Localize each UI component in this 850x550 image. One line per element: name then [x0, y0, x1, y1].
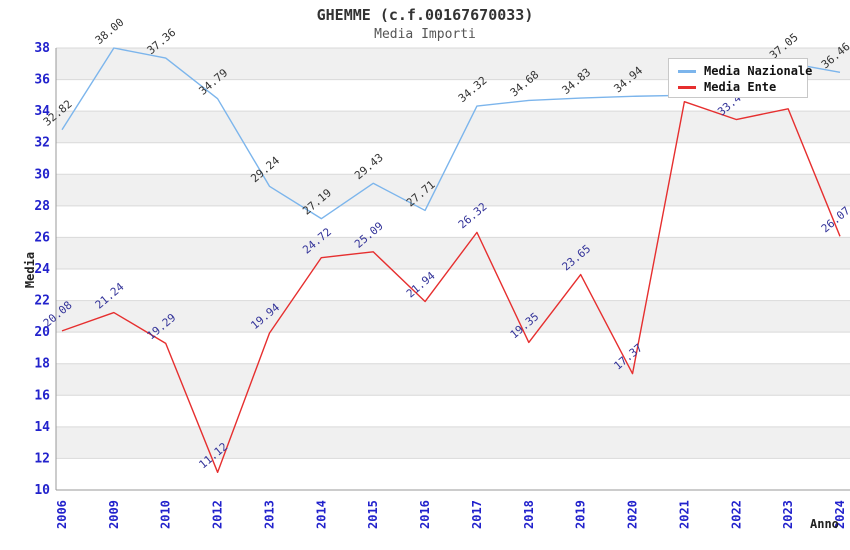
y-tick-label: 36: [34, 73, 50, 88]
grid-band: [56, 363, 850, 396]
grid-band: [56, 111, 850, 143]
series-line-media-ente: [61, 100, 841, 474]
legend-swatch-blue-line-icon: [678, 69, 696, 73]
chart-subtitle: Media Importi: [374, 27, 476, 42]
data-label: 38.00: [93, 16, 127, 47]
x-tick-label: 2017: [470, 500, 484, 529]
legend-swatch-red-line-icon: [678, 85, 696, 89]
x-tick-label: 2015: [366, 500, 380, 529]
y-tick-label: 22: [34, 294, 50, 309]
chart-title: GHEMME (c.f.00167670033): [316, 6, 534, 24]
x-tick-label: 2024: [833, 500, 847, 529]
grid-band: [56, 174, 850, 206]
legend-item-media-ente[interactable]: Media Ente: [678, 79, 807, 95]
x-tick-label: 2020: [626, 500, 640, 529]
x-tick-label: 2009: [107, 500, 121, 529]
y-tick-label: 28: [34, 199, 50, 214]
grid-band: [56, 300, 850, 333]
x-tick-label: 2022: [729, 500, 743, 529]
x-tick-label: 2019: [574, 500, 588, 529]
x-tick-label: 2023: [781, 500, 795, 529]
legend-item-media-nazionale[interactable]: Media Nazionale: [678, 63, 812, 79]
data-label: 21.94: [404, 269, 438, 300]
legend: Media Nazionale Media Ente: [668, 58, 812, 98]
x-tick-label: 2006: [55, 500, 69, 529]
x-tick-label: 2014: [314, 500, 328, 529]
grid-band: [56, 426, 850, 459]
x-axis-title: Anno: [810, 517, 839, 531]
y-tick-label: 24: [34, 262, 50, 277]
y-tick-label: 12: [34, 451, 50, 466]
y-tick-label: 10: [34, 483, 50, 498]
y-tick-label: 26: [34, 230, 50, 245]
y-tick-label: 16: [34, 388, 50, 403]
data-label: 26.07: [819, 204, 850, 235]
y-tick-label: 38: [34, 41, 50, 56]
y-axis-title: Media: [23, 251, 37, 289]
x-tick-label: 2010: [159, 500, 173, 529]
legend-label: Media Ente: [704, 80, 777, 94]
legend-label: Media Nazionale: [704, 64, 813, 78]
x-tick-label: 2021: [677, 500, 691, 529]
x-tick-label: 2013: [262, 500, 276, 529]
x-tick-label: 2018: [522, 500, 536, 529]
y-tick-label: 34: [34, 104, 50, 119]
x-tick-label: 2016: [418, 500, 432, 529]
x-tick-label: 2012: [211, 500, 225, 529]
y-tick-label: 20: [34, 325, 50, 340]
y-tick-label: 14: [34, 420, 50, 435]
y-tick-label: 30: [34, 167, 50, 182]
y-tick-label: 32: [34, 136, 50, 151]
y-tick-label: 18: [34, 357, 50, 372]
